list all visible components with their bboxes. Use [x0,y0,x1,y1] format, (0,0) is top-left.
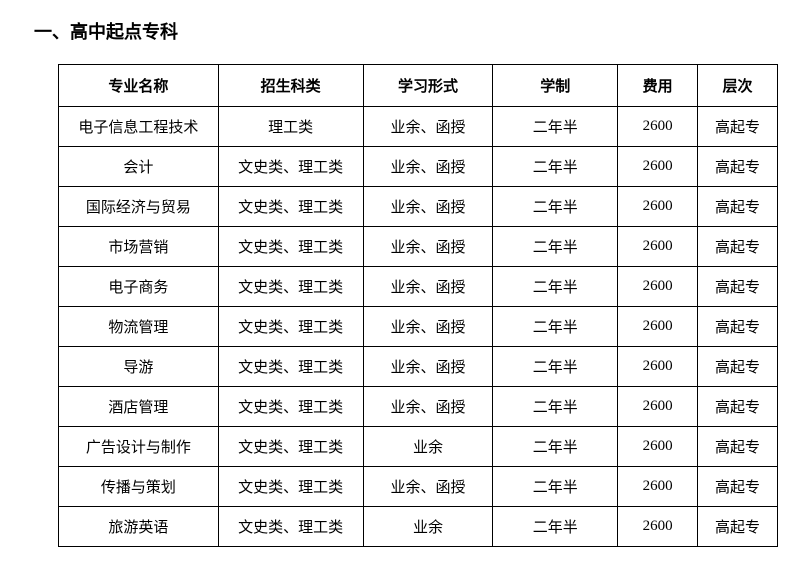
cell-category: 文史类、理工类 [218,467,363,507]
cell-category: 文史类、理工类 [218,187,363,227]
cell-level: 高起专 [698,467,778,507]
cell-form: 业余、函授 [363,147,493,187]
cell-major: 酒店管理 [59,387,219,427]
cell-major: 物流管理 [59,307,219,347]
cell-level: 高起专 [698,147,778,187]
cell-form: 业余、函授 [363,467,493,507]
cell-fee: 2600 [618,387,698,427]
table-row: 国际经济与贸易 文史类、理工类 业余、函授 二年半 2600 高起专 [59,187,778,227]
cell-duration: 二年半 [493,467,618,507]
cell-category: 文史类、理工类 [218,507,363,547]
table-row: 电子商务 文史类、理工类 业余、函授 二年半 2600 高起专 [59,267,778,307]
cell-major: 会计 [59,147,219,187]
cell-level: 高起专 [698,307,778,347]
cell-duration: 二年半 [493,347,618,387]
table-row: 电子信息工程技术 理工类 业余、函授 二年半 2600 高起专 [59,107,778,147]
cell-duration: 二年半 [493,307,618,347]
cell-form: 业余、函授 [363,187,493,227]
cell-fee: 2600 [618,467,698,507]
cell-category: 文史类、理工类 [218,267,363,307]
cell-fee: 2600 [618,147,698,187]
cell-fee: 2600 [618,267,698,307]
cell-fee: 2600 [618,227,698,267]
cell-form: 业余、函授 [363,267,493,307]
cell-form: 业余、函授 [363,347,493,387]
cell-major: 旅游英语 [59,507,219,547]
cell-category: 文史类、理工类 [218,227,363,267]
cell-level: 高起专 [698,107,778,147]
cell-form: 业余、函授 [363,387,493,427]
cell-category: 文史类、理工类 [218,147,363,187]
table-row: 导游 文史类、理工类 业余、函授 二年半 2600 高起专 [59,347,778,387]
cell-duration: 二年半 [493,227,618,267]
program-table: 专业名称 招生科类 学习形式 学制 费用 层次 电子信息工程技术 理工类 业余、… [58,64,778,547]
table-row: 会计 文史类、理工类 业余、函授 二年半 2600 高起专 [59,147,778,187]
header-form: 学习形式 [363,65,493,107]
table-row: 传播与策划 文史类、理工类 业余、函授 二年半 2600 高起专 [59,467,778,507]
table-row: 旅游英语 文史类、理工类 业余 二年半 2600 高起专 [59,507,778,547]
cell-form: 业余 [363,507,493,547]
header-level: 层次 [698,65,778,107]
cell-fee: 2600 [618,347,698,387]
cell-fee: 2600 [618,107,698,147]
header-fee: 费用 [618,65,698,107]
cell-category: 文史类、理工类 [218,387,363,427]
cell-level: 高起专 [698,347,778,387]
cell-major: 导游 [59,347,219,387]
cell-major: 国际经济与贸易 [59,187,219,227]
cell-fee: 2600 [618,427,698,467]
cell-duration: 二年半 [493,107,618,147]
cell-fee: 2600 [618,307,698,347]
cell-duration: 二年半 [493,507,618,547]
header-major: 专业名称 [59,65,219,107]
table-row: 市场营销 文史类、理工类 业余、函授 二年半 2600 高起专 [59,227,778,267]
cell-category: 文史类、理工类 [218,307,363,347]
cell-category: 文史类、理工类 [218,427,363,467]
table-row: 酒店管理 文史类、理工类 业余、函授 二年半 2600 高起专 [59,387,778,427]
cell-form: 业余 [363,427,493,467]
cell-level: 高起专 [698,187,778,227]
table-header-row: 专业名称 招生科类 学习形式 学制 费用 层次 [59,65,778,107]
cell-form: 业余、函授 [363,227,493,267]
header-category: 招生科类 [218,65,363,107]
cell-level: 高起专 [698,227,778,267]
cell-form: 业余、函授 [363,107,493,147]
cell-major: 传播与策划 [59,467,219,507]
cell-major: 市场营销 [59,227,219,267]
cell-level: 高起专 [698,387,778,427]
cell-level: 高起专 [698,427,778,467]
cell-major: 电子商务 [59,267,219,307]
cell-category: 文史类、理工类 [218,347,363,387]
cell-duration: 二年半 [493,427,618,467]
cell-category: 理工类 [218,107,363,147]
cell-form: 业余、函授 [363,307,493,347]
section-title: 一、高中起点专科 [34,18,773,44]
cell-duration: 二年半 [493,267,618,307]
cell-major: 电子信息工程技术 [59,107,219,147]
cell-duration: 二年半 [493,187,618,227]
cell-duration: 二年半 [493,387,618,427]
table-row: 广告设计与制作 文史类、理工类 业余 二年半 2600 高起专 [59,427,778,467]
cell-fee: 2600 [618,507,698,547]
table-row: 物流管理 文史类、理工类 业余、函授 二年半 2600 高起专 [59,307,778,347]
cell-fee: 2600 [618,187,698,227]
table-body: 电子信息工程技术 理工类 业余、函授 二年半 2600 高起专 会计 文史类、理… [59,107,778,547]
cell-level: 高起专 [698,507,778,547]
cell-level: 高起专 [698,267,778,307]
cell-major: 广告设计与制作 [59,427,219,467]
header-duration: 学制 [493,65,618,107]
cell-duration: 二年半 [493,147,618,187]
